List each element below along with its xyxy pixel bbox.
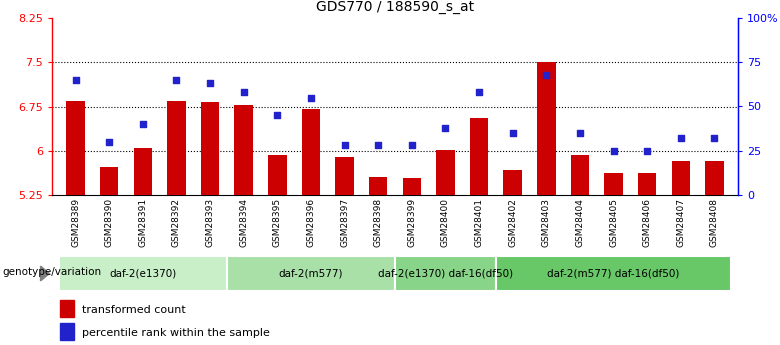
Point (103, 139, 115, 145)
Point (675, 136, 687, 141)
Bar (235, 105, 253, 195)
Bar (200, 102, 219, 195)
Bar (705, 161, 724, 195)
Bar (335, 157, 354, 195)
Text: GSM28405: GSM28405 (609, 198, 618, 247)
Text: GSM28391: GSM28391 (138, 198, 147, 247)
Text: GSM28398: GSM28398 (374, 198, 383, 247)
Bar (60, 323, 74, 340)
Bar (537, 62, 555, 195)
Point (69, 77, 82, 83)
Point (406, 143, 418, 148)
Point (439, 125, 452, 130)
Point (708, 136, 721, 141)
Text: GSM28397: GSM28397 (340, 198, 349, 247)
Text: daf-2(e1370): daf-2(e1370) (109, 268, 176, 278)
Text: GSM28394: GSM28394 (239, 198, 248, 247)
Point (540, 72, 552, 77)
Text: GSM28403: GSM28403 (542, 198, 551, 247)
Text: daf-2(m577): daf-2(m577) (278, 268, 343, 278)
Text: percentile rank within the sample: percentile rank within the sample (82, 328, 270, 338)
Bar (369, 177, 388, 195)
Bar (227, 256, 395, 291)
Bar (436, 150, 455, 195)
Bar (268, 155, 286, 195)
Point (170, 77, 183, 83)
Bar (672, 161, 690, 195)
Point (204, 81, 216, 86)
Bar (571, 155, 589, 195)
Bar (470, 118, 488, 195)
Text: GSM28402: GSM28402 (509, 198, 517, 247)
Bar (66, 101, 85, 195)
Point (372, 143, 385, 148)
Bar (133, 148, 152, 195)
Text: daf-2(m577) daf-16(df50): daf-2(m577) daf-16(df50) (548, 268, 679, 278)
Point (574, 130, 587, 136)
Point (641, 148, 654, 154)
Polygon shape (41, 266, 49, 281)
Bar (638, 173, 657, 195)
Bar (604, 173, 622, 195)
Text: GSM28389: GSM28389 (71, 198, 80, 247)
Text: GSM28401: GSM28401 (474, 198, 484, 247)
Bar (100, 167, 119, 195)
Text: GSM28400: GSM28400 (441, 198, 450, 247)
Text: GSM28393: GSM28393 (206, 198, 215, 247)
Bar (496, 256, 732, 291)
Point (305, 95, 317, 100)
Text: GSM28399: GSM28399 (407, 198, 417, 247)
Bar (167, 101, 186, 195)
Text: genotype/variation: genotype/variation (2, 267, 101, 277)
Bar (395, 256, 496, 291)
Text: GSM28407: GSM28407 (676, 198, 686, 247)
Point (339, 143, 351, 148)
Point (608, 148, 620, 154)
Title: GDS770 / 188590_s_at: GDS770 / 188590_s_at (316, 0, 474, 14)
Point (136, 121, 149, 127)
Text: GSM28392: GSM28392 (172, 198, 181, 247)
Bar (60, 300, 74, 317)
Text: GSM28406: GSM28406 (643, 198, 652, 247)
Point (473, 90, 485, 95)
Text: GSM28395: GSM28395 (273, 198, 282, 247)
Text: daf-2(e1370) daf-16(df50): daf-2(e1370) daf-16(df50) (378, 268, 513, 278)
Bar (503, 170, 522, 195)
Bar (402, 178, 421, 195)
Point (271, 112, 284, 118)
Point (506, 130, 519, 136)
Bar (58, 256, 227, 291)
Text: GSM28408: GSM28408 (710, 198, 719, 247)
Text: GSM28396: GSM28396 (307, 198, 315, 247)
Text: transformed count: transformed count (82, 305, 186, 315)
Text: GSM28390: GSM28390 (105, 198, 114, 247)
Point (237, 90, 250, 95)
Text: GSM28404: GSM28404 (576, 198, 584, 247)
Bar (302, 109, 320, 195)
